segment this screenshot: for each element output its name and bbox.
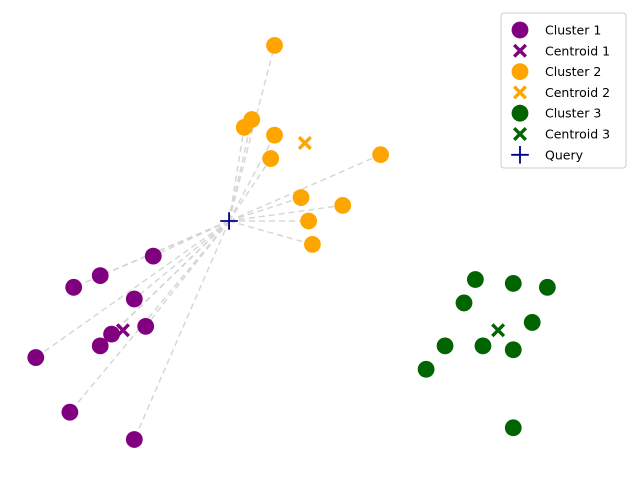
neighbor-line-cluster-2-5	[228, 158, 272, 222]
cluster-3-point-3	[538, 278, 556, 296]
cluster-1-point-1	[144, 247, 162, 265]
cluster-1-point-5	[137, 317, 155, 335]
cluster-2-point-8	[300, 212, 318, 230]
legend-marker-centroid-3	[513, 127, 527, 141]
legend-marker-query	[511, 146, 529, 164]
cluster-2-point-10	[304, 236, 321, 253]
neighbor-line-cluster-2-6	[228, 153, 381, 222]
centroid-1-point-1	[115, 323, 130, 338]
legend: Cluster 1 Centroid 1 Cluster 2 Centroid 2 Cl…	[500, 12, 627, 169]
neighbor-line-cluster-2-7	[228, 196, 302, 222]
legend-marker-cluster-2	[511, 63, 529, 80]
cluster-3-point-4	[455, 294, 473, 312]
legend-label-centroid-2: Centroid 2	[545, 85, 610, 100]
query-point-1	[220, 212, 238, 230]
cluster-2-point-9	[334, 196, 352, 214]
neighbor-line-cluster-2-9	[228, 204, 343, 222]
cluster-1-point-7	[91, 337, 109, 355]
neighbor-line-cluster-2-4	[228, 134, 276, 222]
legend-label-query: Query	[545, 147, 584, 162]
cluster-1-point-8	[27, 349, 45, 366]
legend-label-cluster-1: Cluster 1	[545, 23, 601, 38]
cluster-1-point-10	[125, 431, 143, 448]
cluster-3-point-5	[523, 314, 541, 331]
legend-marker-cluster-3	[511, 104, 529, 122]
cluster-3-point-6	[436, 337, 454, 355]
neighbor-line-cluster-1-2	[133, 220, 230, 300]
legend-label-cluster-2: Cluster 2	[545, 64, 601, 79]
legend-label-centroid-3: Centroid 3	[545, 127, 610, 142]
cluster-1-point-9	[61, 403, 79, 421]
legend-label-cluster-3: Cluster 3	[545, 106, 601, 121]
cluster-2-point-1	[266, 37, 283, 54]
cluster-2-point-5	[262, 150, 280, 167]
legend-frame	[500, 12, 627, 169]
cluster-2-point-7	[292, 189, 310, 206]
cluster-1-point-4	[65, 278, 83, 296]
cluster-3-point-7	[474, 337, 492, 355]
cluster-2-point-6	[372, 146, 390, 164]
legend-label-centroid-1: Centroid 1	[545, 43, 610, 58]
centroid-3-point-1	[491, 323, 506, 338]
cluster-1-point-2	[125, 290, 143, 308]
legend-marker-centroid-2	[513, 85, 527, 100]
neighbor-line-cluster-2-2	[228, 127, 245, 222]
legend-marker-centroid-1	[513, 43, 527, 58]
neighbor-line-cluster-2-10	[228, 220, 313, 246]
data-points	[27, 37, 556, 448]
cluster-3-point-2	[504, 275, 522, 292]
cluster-3-point-8	[504, 341, 522, 359]
legend-marker-cluster-1	[511, 21, 529, 39]
cluster-1-point-6	[103, 325, 120, 343]
neighbor-line-cluster-2-3	[228, 119, 253, 222]
cluster-2-point-3	[243, 111, 261, 128]
cluster-3-point-10	[504, 419, 522, 437]
neighbor-line-cluster-1-9	[69, 220, 230, 413]
cluster-3-point-1	[466, 271, 484, 288]
neighbor-lines	[35, 45, 381, 440]
cluster-3-point-9	[417, 360, 435, 378]
neighbor-line-cluster-2-1	[228, 45, 276, 222]
cluster-2-point-4	[266, 126, 283, 144]
cluster-1-point-3	[91, 267, 109, 285]
centroid-2-point-1	[297, 135, 312, 150]
